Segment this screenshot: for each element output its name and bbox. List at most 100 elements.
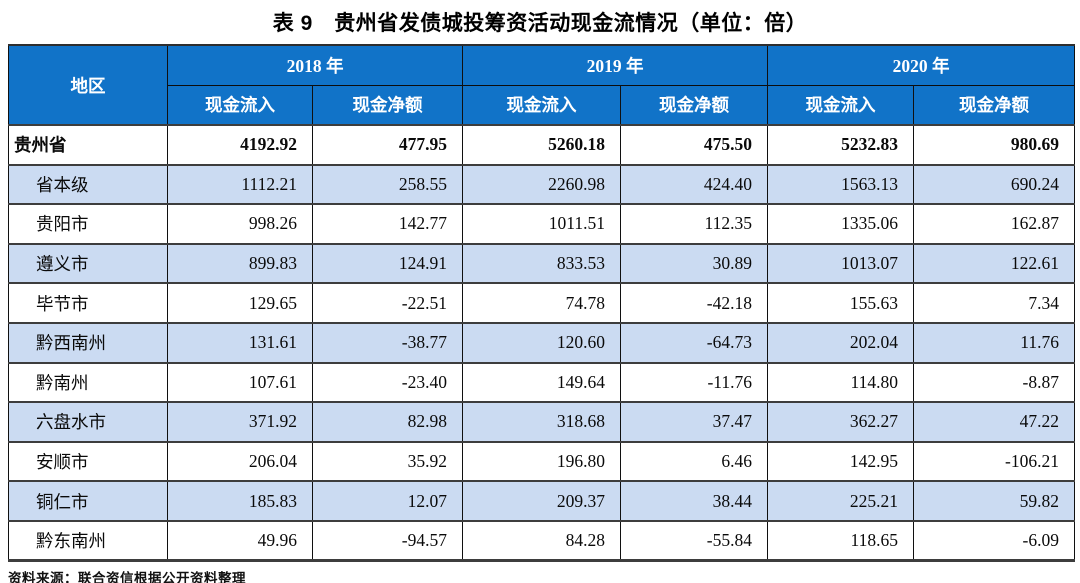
value-cell: 833.53: [462, 243, 621, 284]
value-cell: 142.95: [767, 441, 914, 482]
region-cell: 遵义市: [8, 243, 168, 284]
year-header-2020: 2020 年: [767, 45, 1075, 85]
value-cell: 142.77: [312, 204, 463, 244]
value-cell: 185.83: [167, 481, 313, 521]
table-row: 毕节市 129.65 -22.51 74.78 -42.18 155.63 7.34: [8, 283, 1075, 323]
value-cell: -23.40: [312, 362, 463, 403]
value-cell: 6.46: [620, 441, 768, 482]
value-cell: -94.57: [312, 520, 463, 561]
region-cell: 贵阳市: [8, 204, 168, 244]
value-cell: 35.92: [312, 441, 463, 482]
value-cell: 362.27: [767, 402, 914, 442]
value-cell: 82.98: [312, 402, 463, 442]
value-cell: -22.51: [312, 283, 463, 323]
value-cell: 1112.21: [167, 164, 313, 205]
value-cell: 118.65: [767, 520, 914, 561]
value-cell: 209.37: [462, 481, 621, 521]
table-row: 贵阳市 998.26 142.77 1011.51 112.35 1335.06 162.8…: [8, 204, 1075, 244]
table-body: 贵州省 4192.92 477.95 5260.18 475.50 5232.83 980.…: [8, 125, 1075, 561]
value-cell: 112.35: [620, 204, 768, 244]
value-cell: 196.80: [462, 441, 621, 482]
value-cell: 1011.51: [462, 204, 621, 244]
value-cell: 2260.98: [462, 164, 621, 205]
value-cell: 5232.83: [767, 125, 914, 165]
value-cell: 1335.06: [767, 204, 914, 244]
value-cell: 37.47: [620, 402, 768, 442]
value-cell: 162.87: [913, 204, 1075, 244]
subheader-2020-net: 现金净额: [913, 84, 1075, 125]
value-cell: 5260.18: [462, 125, 621, 165]
value-cell: 258.55: [312, 164, 463, 205]
value-cell: 84.28: [462, 520, 621, 561]
value-cell: 149.64: [462, 362, 621, 403]
value-cell: 7.34: [913, 283, 1075, 323]
metric-header-row: 现金流入 现金净额 现金流入 现金净额 现金流入 现金净额: [9, 84, 1075, 125]
region-cell: 铜仁市: [8, 481, 168, 521]
value-cell: -64.73: [620, 322, 768, 363]
value-cell: 38.44: [620, 481, 768, 521]
value-cell: 120.60: [462, 322, 621, 363]
value-cell: 318.68: [462, 402, 621, 442]
value-cell: -106.21: [913, 441, 1075, 482]
value-cell: 122.61: [913, 243, 1075, 284]
table-row: 安顺市 206.04 35.92 196.80 6.46 142.95 -106.21: [8, 441, 1075, 482]
table-title: 表 9 贵州省发债城投筹资活动现金流情况（单位：倍）: [272, 12, 808, 35]
region-cell: 黔南州: [8, 362, 168, 403]
value-cell: -42.18: [620, 283, 768, 323]
value-cell: 155.63: [767, 283, 914, 323]
subheader-2018-inflow: 现金流入: [167, 84, 313, 125]
table-row: 黔南州 107.61 -23.40 149.64 -11.76 114.80 -8.87: [8, 362, 1075, 403]
value-cell: 30.89: [620, 243, 768, 284]
value-cell: 124.91: [312, 243, 463, 284]
subheader-2019-net: 现金净额: [620, 84, 768, 125]
table-row: 铜仁市 185.83 12.07 209.37 38.44 225.21 59.82: [8, 481, 1075, 521]
value-cell: -38.77: [312, 322, 463, 363]
value-cell: 11.76: [913, 322, 1075, 363]
region-cell: 黔东南州: [8, 520, 168, 561]
table-row: 贵州省 4192.92 477.95 5260.18 475.50 5232.83 980.…: [8, 125, 1075, 165]
region-column-header: 地区: [8, 45, 168, 125]
value-cell: 475.50: [620, 125, 768, 165]
value-cell: -6.09: [913, 520, 1075, 561]
value-cell: 202.04: [767, 322, 914, 363]
value-cell: 74.78: [462, 283, 621, 323]
year-header-2019: 2019 年: [462, 45, 768, 85]
value-cell: 49.96: [167, 520, 313, 561]
table-row: 遵义市 899.83 124.91 833.53 30.89 1013.07 122.61: [8, 243, 1075, 284]
value-cell: -8.87: [913, 362, 1075, 403]
value-cell: 129.65: [167, 283, 313, 323]
value-cell: 107.61: [167, 362, 313, 403]
table-row: 黔东南州 49.96 -94.57 84.28 -55.84 118.65 -6.09: [8, 520, 1075, 561]
region-cell: 六盘水市: [8, 402, 168, 442]
year-header-2018: 2018 年: [167, 45, 463, 85]
value-cell: 225.21: [767, 481, 914, 521]
table-row: 黔西南州 131.61 -38.77 120.60 -64.73 202.04 11.76: [8, 322, 1075, 363]
value-cell: 1013.07: [767, 243, 914, 284]
region-cell: 省本级: [8, 164, 168, 205]
cashflow-table: 地区 2018 年 2019 年 2020 年 现金流入 现金净额 现金流入 现…: [8, 44, 1075, 563]
value-cell: -11.76: [620, 362, 768, 403]
subheader-2018-net: 现金净额: [312, 84, 463, 125]
subheader-2020-inflow: 现金流入: [767, 84, 914, 125]
value-cell: 899.83: [167, 243, 313, 284]
year-header-row: 地区 2018 年 2019 年 2020 年: [8, 45, 1075, 125]
value-cell: -55.84: [620, 520, 768, 561]
table-header: 地区 2018 年 2019 年 2020 年 现金流入 现金净额 现金流入 现…: [8, 45, 1075, 125]
value-cell: 980.69: [913, 125, 1075, 165]
region-cell: 黔西南州: [8, 322, 168, 363]
region-cell: 贵州省: [8, 125, 168, 165]
source-note: 资料来源：联合资信根据公开资料整理: [8, 571, 246, 583]
region-cell: 安顺市: [8, 441, 168, 482]
value-cell: 1563.13: [767, 164, 914, 205]
region-cell: 毕节市: [8, 283, 168, 323]
value-cell: 4192.92: [167, 125, 313, 165]
value-cell: 690.24: [913, 164, 1075, 205]
value-cell: 131.61: [167, 322, 313, 363]
value-cell: 206.04: [167, 441, 313, 482]
table-row: 六盘水市 371.92 82.98 318.68 37.47 362.27 47.22: [8, 402, 1075, 442]
table-row: 省本级 1112.21 258.55 2260.98 424.40 1563.13 690.…: [8, 164, 1075, 205]
value-cell: 47.22: [913, 402, 1075, 442]
value-cell: 477.95: [312, 125, 463, 165]
value-cell: 114.80: [767, 362, 914, 403]
value-cell: 12.07: [312, 481, 463, 521]
